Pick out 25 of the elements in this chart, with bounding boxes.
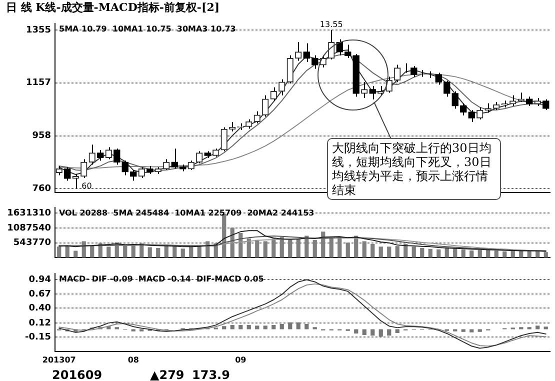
y-tick-label: 1631310 [7,208,51,218]
y-tick-label: 1355 [26,25,51,36]
annotation: 13.55 [320,20,343,30]
annotation: 5MA 10.79 10MA1 10.75 30MA3 10.73 [59,24,236,34]
text: 201609 [52,368,102,381]
annotation: 大阴线向下突破上行的30日均线，短期均线向下死叉，30日均线转为平走，预示上涨行情结束 [327,138,501,200]
annotation: 60 [82,182,92,191]
x-tick-label: 09 [235,355,247,364]
y-tick-label: 0.67 [28,289,51,300]
y-tick-label: 0.40 [28,304,51,314]
text: 173.9 [192,368,230,381]
y-tick-label: 0.12 [28,318,51,328]
y-tick-label: 1087540 [7,223,51,234]
y-tick-label: 760 [32,184,51,194]
y-tick-label: 0.94 [28,275,51,286]
x-tick-label: 201307 [42,355,76,364]
y-tick-label: -0.15 [25,332,51,343]
y-tick-label: 543770 [13,238,51,248]
text: ▲279 [150,368,184,381]
x-tick-label: 08 [128,355,140,364]
y-tick-label: 1157 [26,78,51,88]
annotation: MACD- DIF -0.09 MACD -0.14 DIF-MACD 0.05 [59,274,264,284]
chart-title: 日 线 K线-成交量-MACD指标-前复权-[2] [6,0,220,15]
y-tick-label: 958 [32,131,51,142]
annotation: VOL 20288 5MA 245484 10MA1 225709 20MA2 244153 [59,208,314,218]
